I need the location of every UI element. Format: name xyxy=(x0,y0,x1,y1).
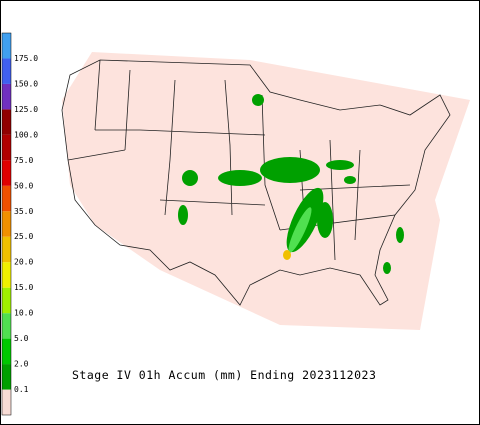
legend-label: 2.0 xyxy=(14,360,29,369)
legend-band xyxy=(2,287,11,314)
legend-band xyxy=(2,185,11,212)
legend-label: 100.0 xyxy=(14,130,38,139)
precip-areas xyxy=(178,94,404,274)
legend-border xyxy=(1,32,12,416)
legend-label: 125.0 xyxy=(14,105,38,114)
legend-band xyxy=(2,211,11,237)
state-lines xyxy=(67,59,411,261)
legend-label: 50.0 xyxy=(14,181,33,190)
legend-band xyxy=(2,83,11,110)
legend-band xyxy=(2,109,11,135)
us-outline xyxy=(61,59,451,306)
legend-label: 0.1 xyxy=(14,385,29,394)
domain xyxy=(62,52,470,330)
legend-label: 15.0 xyxy=(14,283,33,292)
legend-label: 5.0 xyxy=(14,334,29,343)
legend-band xyxy=(2,262,11,288)
legend-label: 35.0 xyxy=(14,207,33,216)
legend-band xyxy=(2,160,11,186)
legend-band xyxy=(2,33,11,59)
legend-label: 25.0 xyxy=(14,232,33,241)
legend-band xyxy=(2,58,11,84)
legend-label: 150.0 xyxy=(14,79,38,88)
legend-band xyxy=(2,236,11,263)
legend-band xyxy=(2,313,11,339)
legend-band xyxy=(2,134,11,161)
legend-label: 75.0 xyxy=(14,156,33,165)
map-title: Stage IV 01h Accum (mm) Ending 202311202… xyxy=(72,368,376,382)
legend-band xyxy=(2,364,11,390)
legend-label: 20.0 xyxy=(14,258,33,267)
legend-label: 10.0 xyxy=(14,309,33,318)
legend-label: 175.0 xyxy=(14,54,38,63)
legend-band xyxy=(2,389,11,415)
legend-band xyxy=(2,338,11,365)
